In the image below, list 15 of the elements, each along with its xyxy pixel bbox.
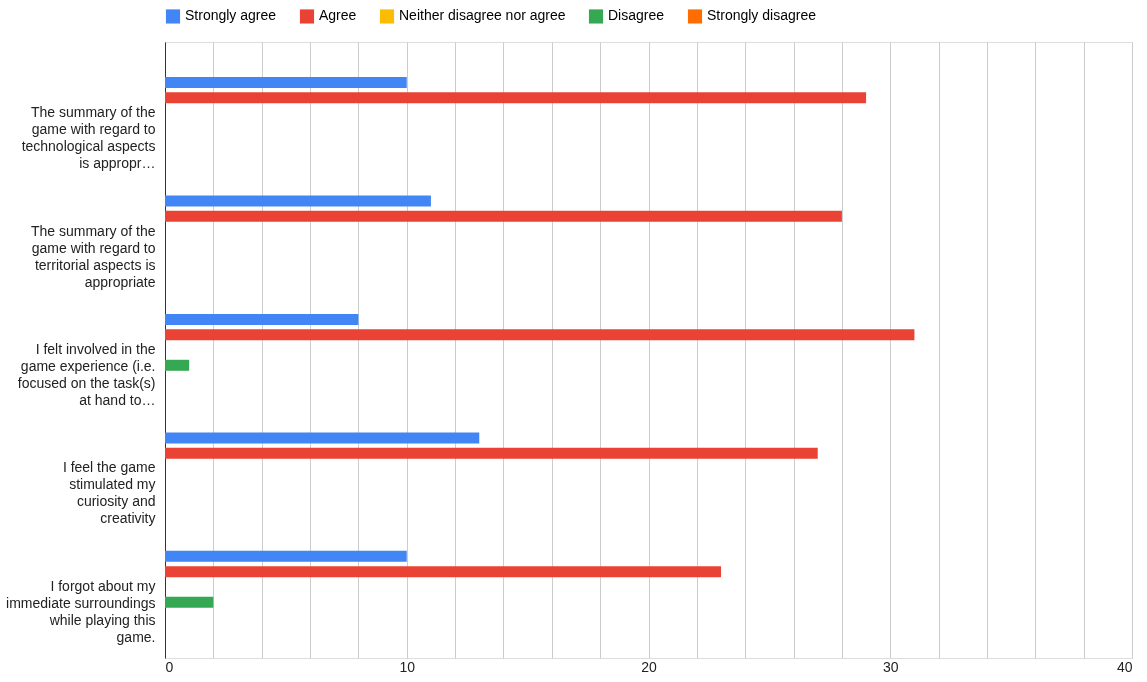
y-tick-label: I feel the game stimulated my curiosity and creativity — [62, 459, 156, 527]
y-tick-label: I forgot about my immediate surroundings while playing this game. — [6, 577, 156, 645]
x-tick-label: 40 — [1116, 658, 1133, 675]
y-tick-label: The summary of the game with regard to technological aspects is appropr… — [21, 104, 156, 172]
x-tick-label: 30 — [882, 658, 899, 675]
legend-label: Agree — [319, 7, 357, 24]
legend-label: Neither disagree nor agree — [399, 7, 566, 24]
y-tick-label: I felt involved in the game experience (i.e. focused on the task(s) at hand to… — [17, 341, 156, 408]
legend-label: Strongly disagree — [707, 7, 817, 24]
x-tick-label: 0 — [165, 658, 174, 675]
y-tick-label: The summary of the game with regard to territorial aspects is appropriate — [31, 222, 156, 290]
legend-label: Strongly agree — [185, 7, 277, 24]
x-tick-label: 20 — [641, 658, 657, 675]
x-tick-label: 10 — [399, 658, 416, 675]
legend-label: Disagree — [608, 7, 665, 24]
